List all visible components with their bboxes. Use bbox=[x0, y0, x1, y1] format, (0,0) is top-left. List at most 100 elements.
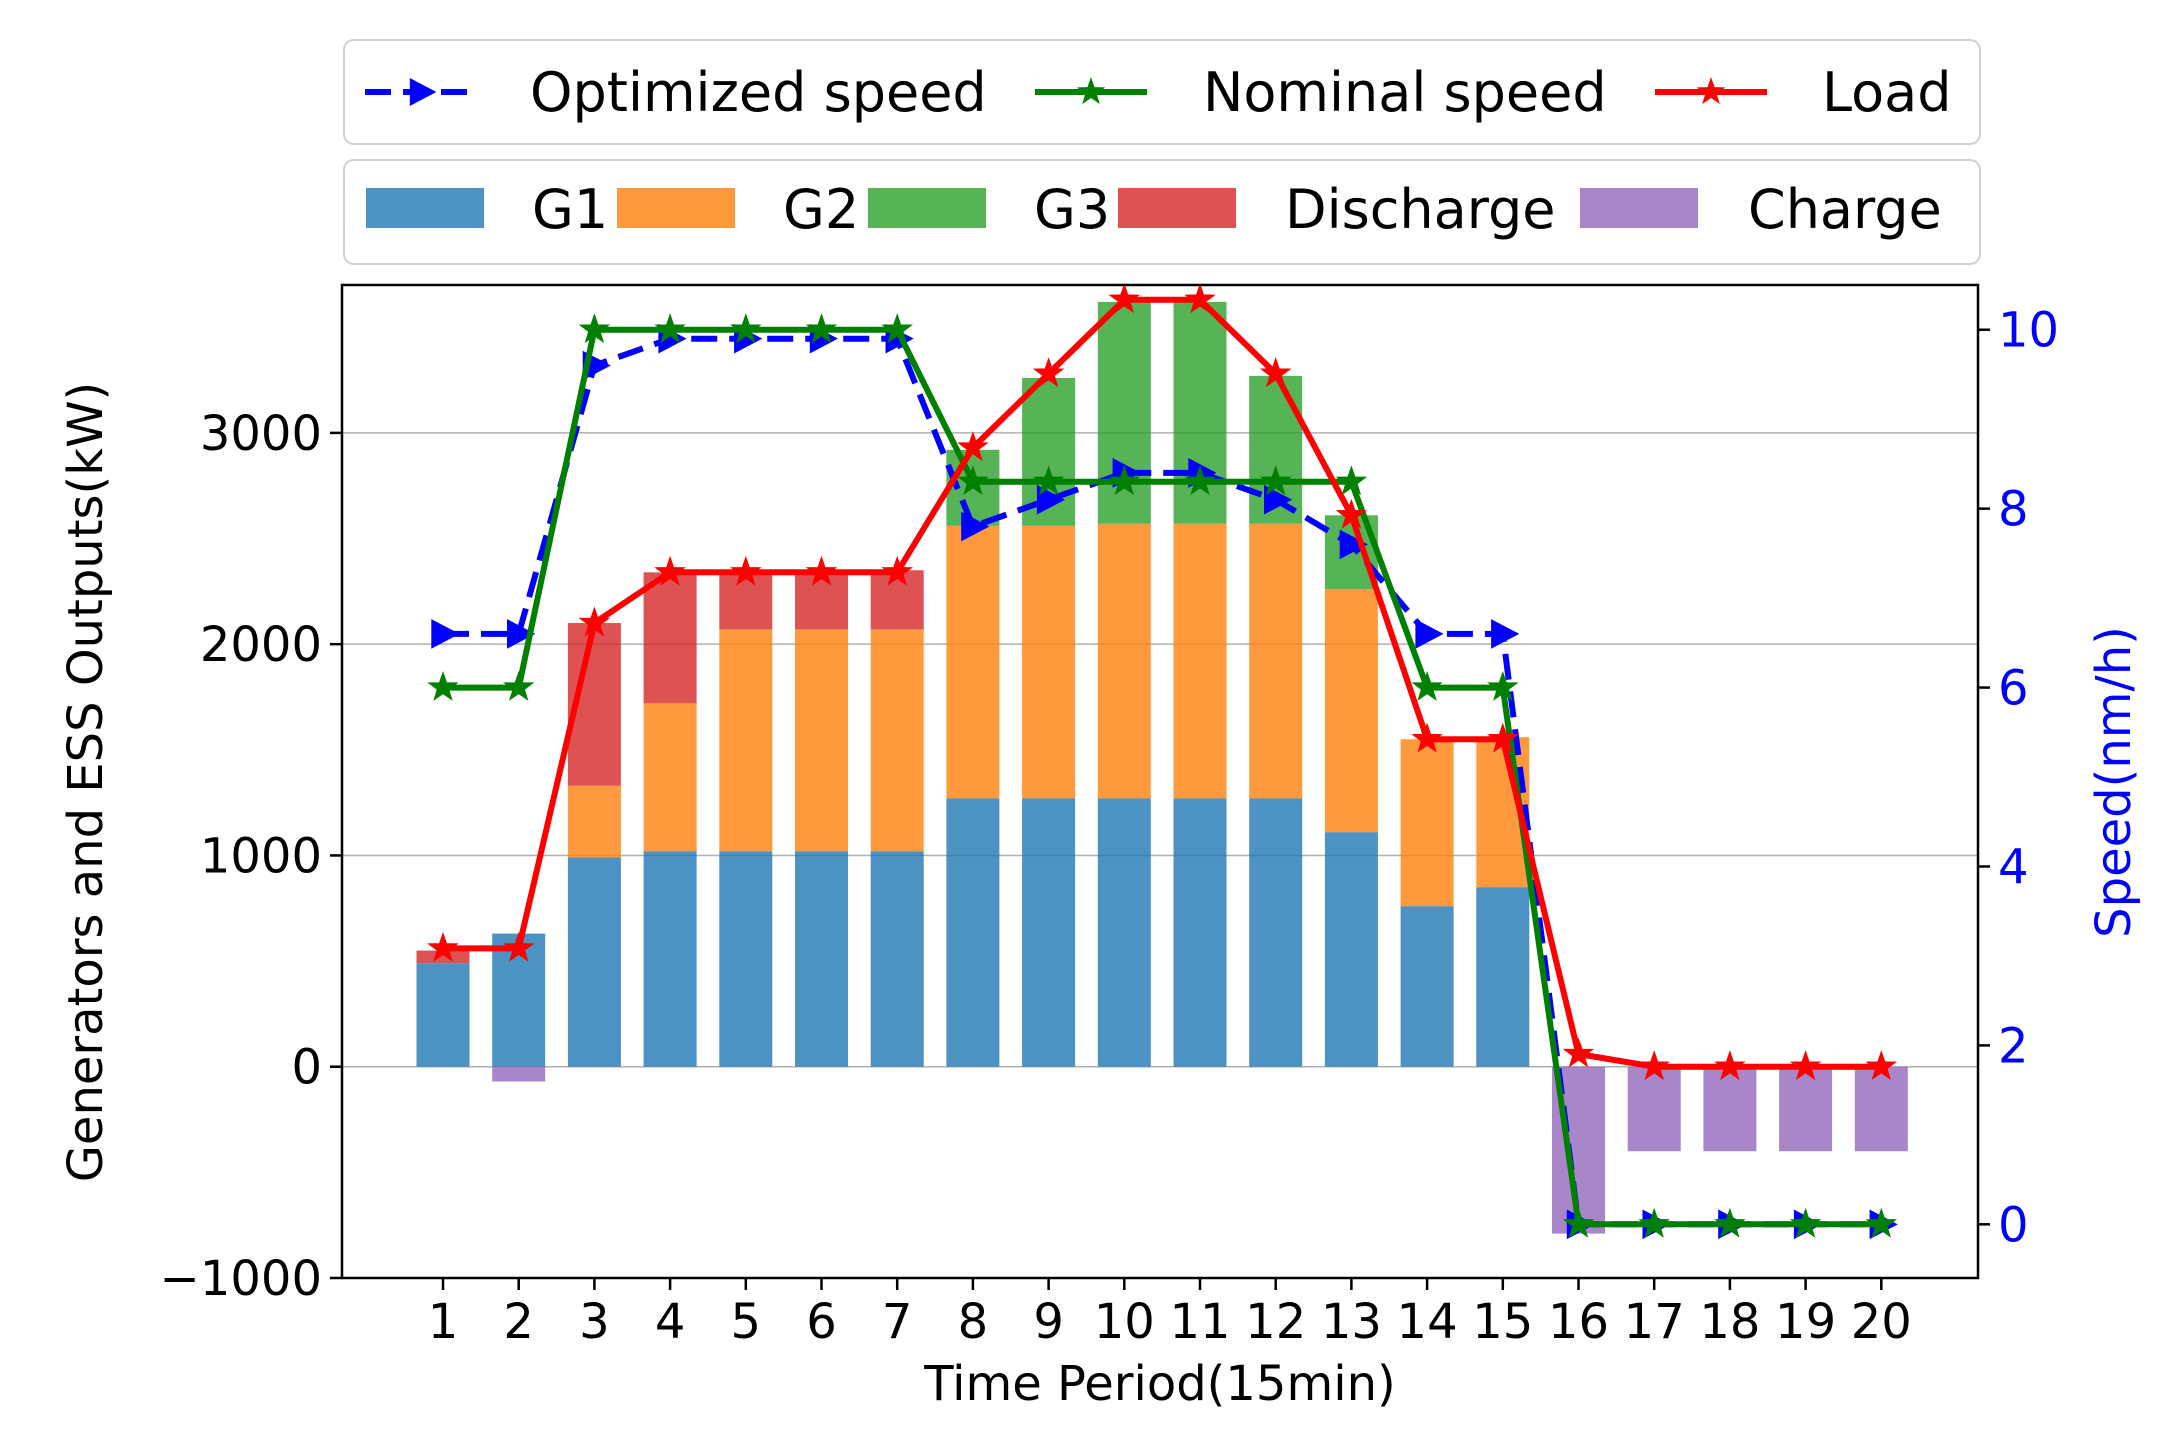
x-tick-label: 11 bbox=[1169, 1294, 1230, 1350]
right-tick-label: 4 bbox=[1998, 839, 2029, 895]
legend-label-g1: G1 bbox=[532, 178, 608, 241]
marker-nominal-speed-6 bbox=[805, 313, 838, 344]
x-tick-label: 17 bbox=[1624, 1294, 1685, 1350]
marker-nominal-speed-12 bbox=[1259, 465, 1292, 496]
marker-nominal-speed-20 bbox=[1865, 1207, 1898, 1238]
bar-g2-12 bbox=[1249, 523, 1303, 799]
x-tick-label: 2 bbox=[503, 1294, 534, 1350]
legend-swatch-g3 bbox=[868, 188, 986, 228]
marker-nominal-speed-9 bbox=[1032, 465, 1065, 496]
bar-series-discharge bbox=[416, 570, 924, 964]
marker-nominal-speed-5 bbox=[730, 313, 762, 344]
left-tick-label: −1000 bbox=[160, 1251, 322, 1307]
x-tick-label: 8 bbox=[958, 1294, 989, 1350]
bar-charge-17 bbox=[1627, 1066, 1681, 1152]
line-series-load bbox=[427, 283, 1898, 1081]
bar-g1-5 bbox=[719, 851, 773, 1067]
legend-label-g3: G3 bbox=[1034, 178, 1110, 241]
bar-discharge-7 bbox=[870, 570, 924, 630]
marker-load-12 bbox=[1259, 357, 1292, 388]
marker-nominal-speed-3 bbox=[578, 313, 611, 344]
x-tick-label: 5 bbox=[731, 1294, 762, 1350]
legend-label-nominal-speed: Nominal speed bbox=[1203, 61, 1607, 124]
legend-lines-box bbox=[343, 39, 1981, 145]
marker-load-6 bbox=[805, 555, 838, 586]
bar-g1-6 bbox=[795, 851, 848, 1067]
marker-load-9 bbox=[1032, 357, 1065, 388]
legend-marker-optimized-speed bbox=[409, 78, 437, 106]
marker-nominal-speed-13 bbox=[1335, 465, 1368, 496]
bar-g2-6 bbox=[795, 629, 848, 852]
bar-charge-19 bbox=[1779, 1066, 1833, 1152]
legend-label-discharge: Discharge bbox=[1285, 178, 1555, 241]
marker-optimized-speed-1 bbox=[431, 619, 460, 649]
marker-optimized-speed-9 bbox=[1036, 484, 1066, 515]
x-tick-label: 16 bbox=[1548, 1294, 1609, 1350]
bar-g1-1 bbox=[416, 963, 470, 1067]
marker-load-15 bbox=[1487, 722, 1519, 753]
bar-series-charge bbox=[492, 1066, 1908, 1234]
marker-nominal-speed-2 bbox=[502, 671, 535, 701]
legend-swatch-g2 bbox=[617, 188, 735, 228]
x-tick-label: 14 bbox=[1397, 1294, 1458, 1350]
marker-nominal-speed-7 bbox=[881, 313, 913, 344]
marker-load-13 bbox=[1335, 498, 1368, 529]
x-tick-label: 18 bbox=[1699, 1294, 1760, 1350]
bar-g3-10 bbox=[1097, 301, 1151, 524]
marker-optimized-speed-13 bbox=[1339, 529, 1368, 560]
bar-g1-12 bbox=[1249, 798, 1303, 1067]
legend-marker-load bbox=[1696, 77, 1726, 105]
bar-discharge-4 bbox=[643, 572, 697, 704]
legend-swatch-g1 bbox=[366, 188, 484, 228]
bar-g2-10 bbox=[1097, 523, 1151, 799]
bar-g1-7 bbox=[870, 851, 924, 1067]
x-tick-label: 9 bbox=[1033, 1294, 1064, 1350]
y2-axis-label: Speed(nm/h) bbox=[2086, 626, 2142, 938]
x-tick-label: 12 bbox=[1245, 1294, 1306, 1350]
y-axis-label: Generators and ESS Outputs(kW) bbox=[58, 382, 114, 1183]
bar-g2-5 bbox=[719, 629, 773, 852]
marker-optimized-speed-14 bbox=[1415, 619, 1444, 649]
legend-marker-nominal-speed bbox=[1076, 77, 1106, 105]
legend-lines: Optimized speed Nominal speed Load bbox=[343, 39, 1981, 145]
right-tick-label: 6 bbox=[1998, 661, 2029, 717]
bar-g2-7 bbox=[870, 629, 924, 852]
marker-load-11 bbox=[1184, 283, 1216, 314]
marker-nominal-speed-14 bbox=[1411, 671, 1443, 701]
x-tick-label: 20 bbox=[1851, 1294, 1912, 1350]
marker-nominal-speed-11 bbox=[1184, 465, 1216, 496]
x-tick-label: 1 bbox=[428, 1294, 459, 1350]
marker-optimized-speed-2 bbox=[507, 619, 536, 649]
bar-g1-4 bbox=[643, 851, 697, 1067]
bar-charge-18 bbox=[1703, 1066, 1757, 1152]
x-tick-label: 4 bbox=[655, 1294, 686, 1350]
bar-g2-14 bbox=[1400, 739, 1454, 907]
bar-discharge-5 bbox=[719, 570, 773, 630]
bar-g2-8 bbox=[946, 525, 1000, 799]
marker-load-1 bbox=[427, 931, 459, 962]
x-tick-label: 19 bbox=[1775, 1294, 1836, 1350]
marker-load-16 bbox=[1562, 1037, 1595, 1068]
x-tick-label: 10 bbox=[1094, 1294, 1155, 1350]
bar-g1-8 bbox=[946, 798, 1000, 1067]
bar-g1-3 bbox=[567, 857, 621, 1067]
x-tick-label: 6 bbox=[806, 1294, 837, 1350]
marker-nominal-speed-18 bbox=[1714, 1207, 1746, 1238]
x-tick-label: 7 bbox=[882, 1294, 913, 1350]
marker-optimized-speed-8 bbox=[961, 511, 990, 542]
bar-g1-2 bbox=[492, 933, 546, 1067]
marker-load-19 bbox=[1789, 1050, 1822, 1081]
bar-g1-15 bbox=[1476, 887, 1530, 1067]
legend-swatch-charge bbox=[1580, 188, 1698, 228]
marker-load-8 bbox=[957, 431, 989, 462]
bar-g2-13 bbox=[1324, 589, 1378, 833]
bar-g1-9 bbox=[1022, 798, 1076, 1067]
bar-charge-2 bbox=[492, 1066, 546, 1082]
right-tick-label: 10 bbox=[1998, 303, 2059, 359]
x-tick-label: 13 bbox=[1321, 1294, 1382, 1350]
legend-label-g2: G2 bbox=[783, 178, 859, 241]
bar-g1-13 bbox=[1324, 832, 1378, 1067]
left-tick-label: 0 bbox=[291, 1040, 322, 1096]
